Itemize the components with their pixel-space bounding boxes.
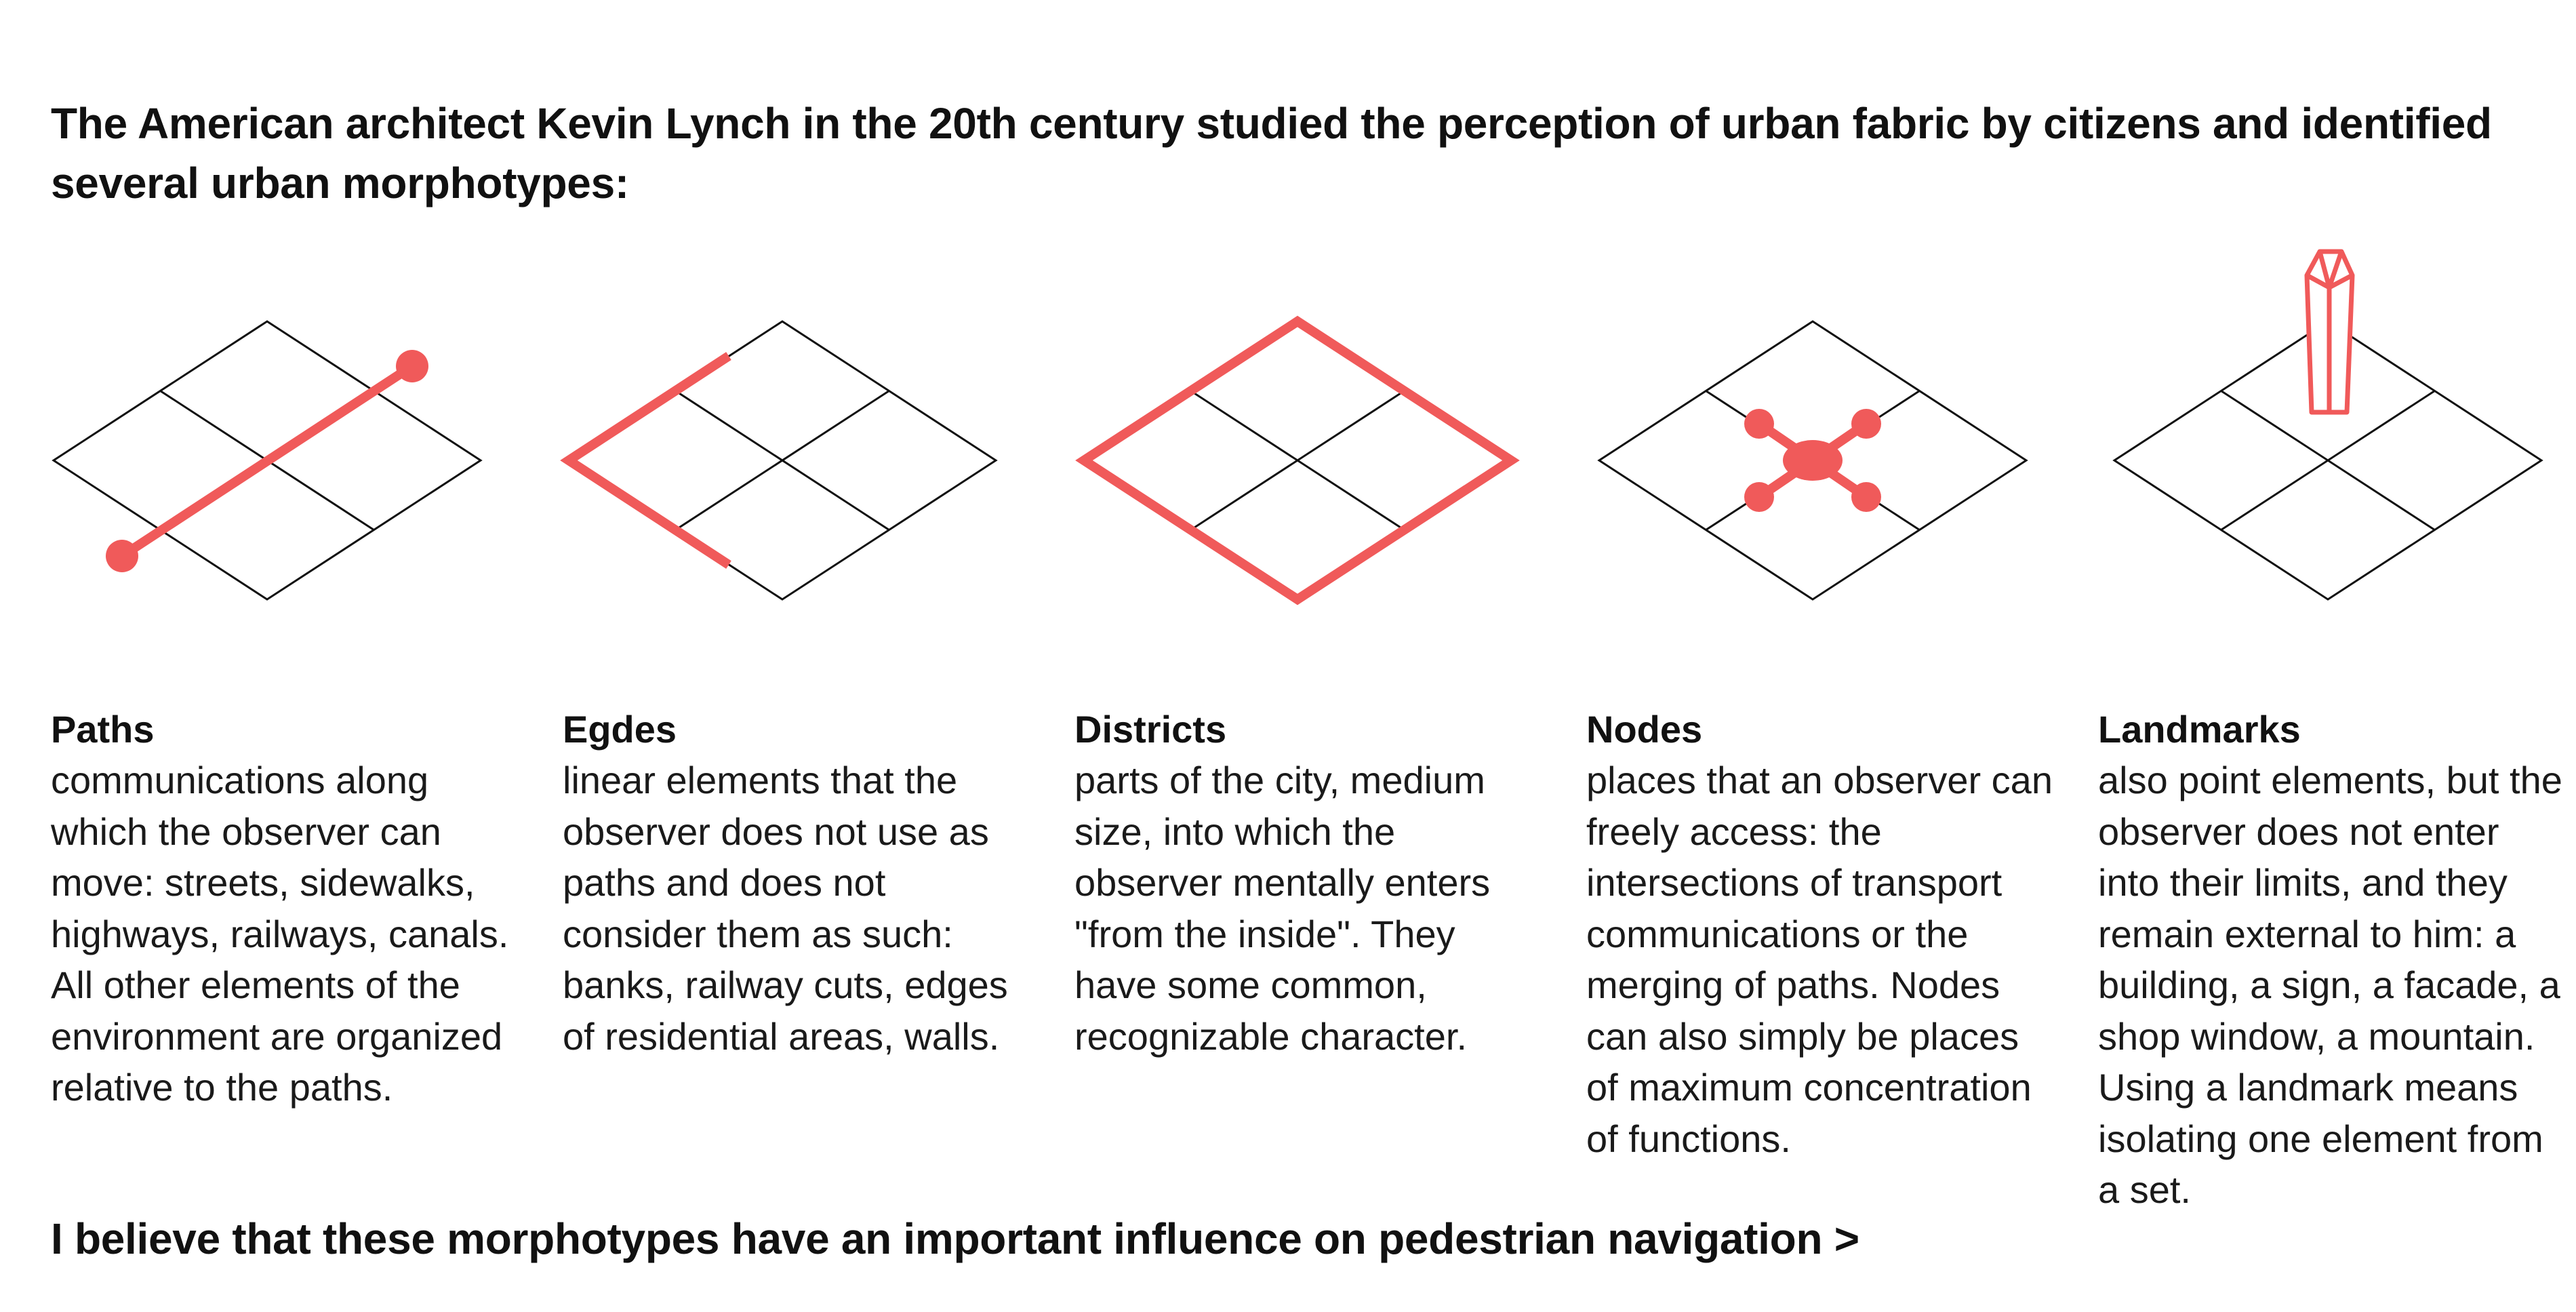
morphotype-title: Landmarks	[2098, 708, 2301, 751]
morphotype-edges: Egdes linear elements that the observer …	[563, 704, 1030, 1062]
morphotype-title: Egdes	[563, 708, 677, 751]
morphotype-nodes: Nodes places that an observer can freely…	[1586, 704, 2054, 1164]
morphotype-description: parts of the city, medium size, into whi…	[1074, 759, 1491, 1058]
morphotype-description: communications along which the observer …	[51, 759, 509, 1109]
morphotype-title: Districts	[1074, 708, 1227, 751]
morphotype-description: places that an observer can freely acces…	[1586, 759, 2053, 1160]
districts-diagram-icon	[1075, 315, 1520, 605]
landmarks-diagram-icon	[2112, 249, 2543, 601]
nodes-diagram-icon	[1597, 320, 2028, 601]
morphotype-paths: Paths communications along which the obs…	[51, 704, 519, 1113]
paths-diagram-icon	[52, 320, 483, 601]
morphotype-landmarks: Landmarks also point elements, but the o…	[2098, 704, 2566, 1216]
morphotype-description: linear elements that the observer does n…	[563, 759, 1008, 1058]
morphotype-title: Nodes	[1586, 708, 1703, 751]
page-headline: The American architect Kevin Lynch in th…	[51, 99, 2492, 207]
edges-diagram-icon	[560, 320, 998, 601]
morphotype-title: Paths	[51, 708, 155, 751]
morphotype-districts: Districts parts of the city, medium size…	[1074, 704, 1542, 1062]
morphotype-description: also point elements, but the observer do…	[2098, 759, 2562, 1211]
footer-statement: I believe that these morphotypes have an…	[51, 1214, 1859, 1263]
